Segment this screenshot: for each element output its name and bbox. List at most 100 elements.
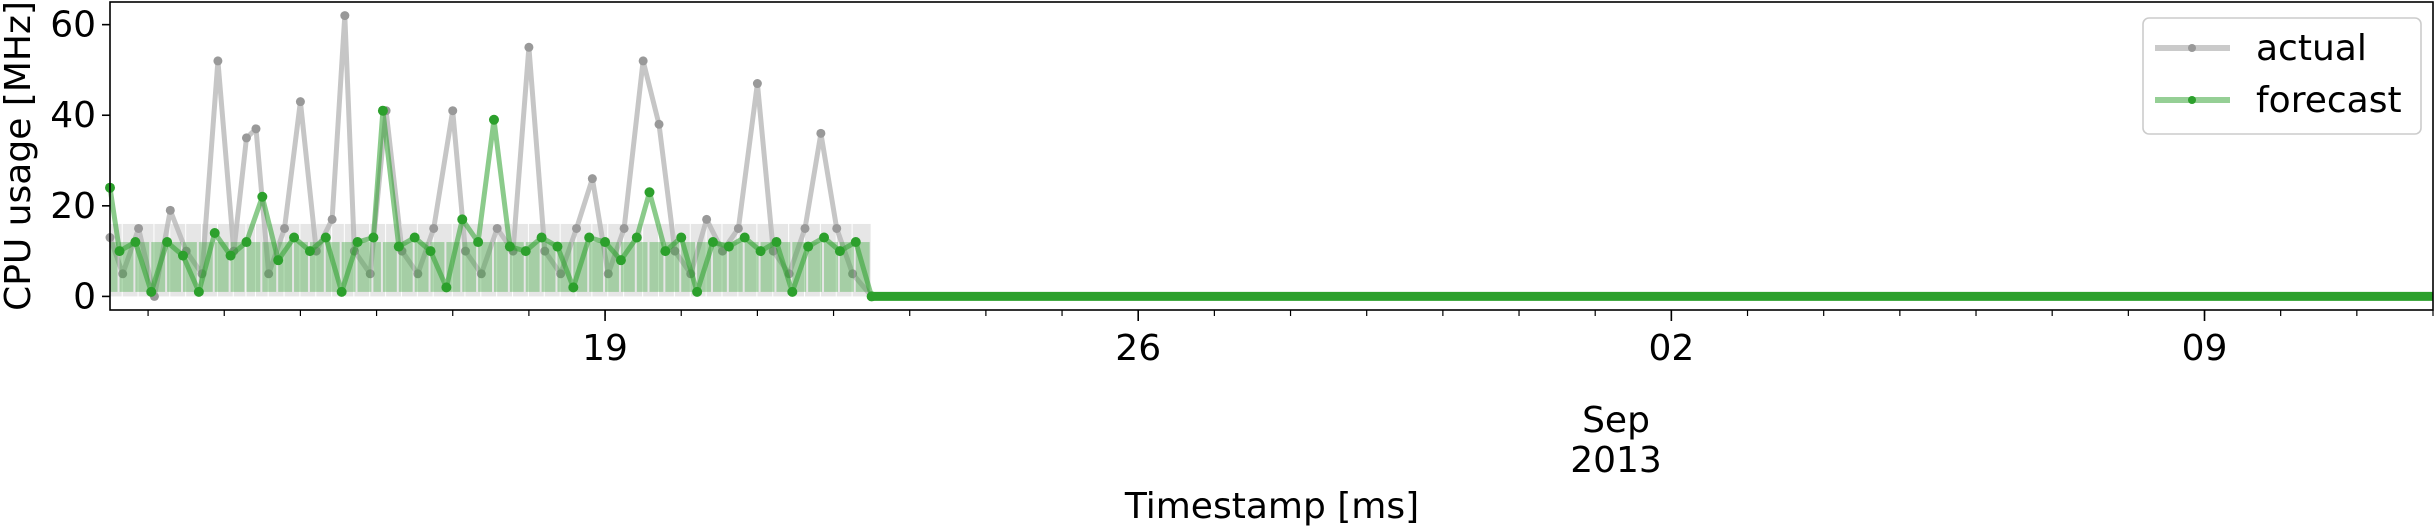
actual-band-segment <box>452 223 465 297</box>
forecast-band-segment <box>509 242 524 292</box>
point-actual <box>241 133 251 143</box>
point-forecast <box>644 187 655 198</box>
x-tick-label: 26 <box>1115 328 1161 369</box>
point-actual <box>832 223 842 233</box>
point-actual <box>733 223 743 233</box>
series-layer <box>105 11 2433 302</box>
point-forecast <box>273 255 284 266</box>
y-tick-label: 0 <box>73 276 96 317</box>
forecast-band-segment <box>462 242 477 292</box>
point-actual <box>603 269 613 279</box>
point-forecast <box>504 241 515 252</box>
actual-band-segment <box>255 223 268 297</box>
point-forecast <box>193 286 204 297</box>
point-forecast <box>352 237 363 248</box>
forecast-band-segment <box>636 242 648 292</box>
point-forecast <box>304 246 315 257</box>
forecast-band-segment <box>824 242 838 292</box>
point-forecast <box>320 232 331 243</box>
point-actual <box>118 269 128 279</box>
point-forecast <box>707 237 718 248</box>
forecast-band-segment <box>728 242 743 292</box>
point-actual <box>654 119 664 129</box>
y-axis: 0 20 40 60 <box>50 5 110 317</box>
y-tick-label: 40 <box>50 95 96 136</box>
point-actual <box>619 223 629 233</box>
point-forecast <box>336 286 347 297</box>
point-forecast <box>536 232 547 243</box>
point-actual <box>460 246 470 256</box>
point-forecast <box>130 237 141 248</box>
point-actual <box>413 269 423 279</box>
y-tick-label: 20 <box>50 186 96 227</box>
point-actual <box>251 124 261 134</box>
point-forecast <box>631 232 642 243</box>
actual-band-segment <box>757 223 773 297</box>
point-actual <box>572 223 582 233</box>
point-forecast <box>755 246 766 257</box>
point-forecast <box>739 232 750 243</box>
point-actual <box>638 56 648 66</box>
point-forecast <box>787 286 798 297</box>
point-forecast <box>584 232 595 243</box>
forecast-band-segment <box>398 242 413 292</box>
actual-band-segment <box>332 223 344 297</box>
y-tick-label: 60 <box>50 5 96 46</box>
point-forecast <box>393 241 404 252</box>
point-forecast <box>615 255 626 266</box>
point-actual <box>524 42 534 52</box>
point-forecast <box>771 237 782 248</box>
actual-band-segment <box>513 223 528 297</box>
point-forecast <box>377 105 388 116</box>
point-forecast <box>368 232 379 243</box>
x-offset-year: 2013 <box>1570 440 1662 481</box>
forecast-band-segment <box>478 242 492 292</box>
point-forecast <box>209 228 220 238</box>
forecast-band-segment <box>373 242 381 292</box>
point-actual <box>365 269 375 279</box>
forecast-band-segment <box>214 242 229 292</box>
point-actual <box>800 223 810 233</box>
x-axis-title: Timestamp [ms] <box>1124 486 1419 526</box>
forecast-band-segment <box>541 242 556 292</box>
point-forecast <box>473 237 484 248</box>
y-axis-title: CPU usage [MHz] <box>0 1 39 311</box>
actual-band-segment <box>643 223 659 297</box>
point-actual <box>264 269 274 279</box>
point-actual <box>429 223 439 233</box>
point-forecast <box>225 250 236 261</box>
point-forecast <box>441 282 452 293</box>
point-forecast <box>241 237 252 248</box>
actual-band-segment <box>344 223 354 297</box>
point-actual <box>134 223 144 233</box>
forecast-band-segment <box>808 242 823 292</box>
point-actual <box>702 214 712 224</box>
actual-band-segment <box>246 223 255 297</box>
forecast-band-segment <box>294 242 308 292</box>
point-forecast <box>146 286 157 297</box>
forecast-band-segment <box>744 242 759 292</box>
point-forecast <box>162 237 173 248</box>
legend-label-actual: actual <box>2256 28 2367 69</box>
x-tick-label: 19 <box>582 328 628 369</box>
point-forecast <box>819 232 830 243</box>
forecast-band-segment <box>382 242 397 292</box>
point-actual <box>165 205 175 215</box>
point-actual <box>213 56 223 66</box>
forecast-band-segment <box>167 242 181 292</box>
forecast-band-segment <box>110 242 118 292</box>
point-forecast <box>257 191 268 202</box>
legend-label-forecast: forecast <box>2256 80 2402 121</box>
point-actual <box>556 269 566 279</box>
point-forecast <box>866 291 877 302</box>
actual-band-segment <box>233 223 246 297</box>
forecast-band-segment <box>589 242 604 292</box>
point-forecast <box>568 282 579 293</box>
point-actual <box>327 214 337 224</box>
point-actual <box>540 246 550 256</box>
point-forecast <box>114 246 125 257</box>
point-forecast <box>600 237 611 248</box>
forecast-band-segment <box>246 242 261 292</box>
forecast-band-segment <box>712 242 727 292</box>
